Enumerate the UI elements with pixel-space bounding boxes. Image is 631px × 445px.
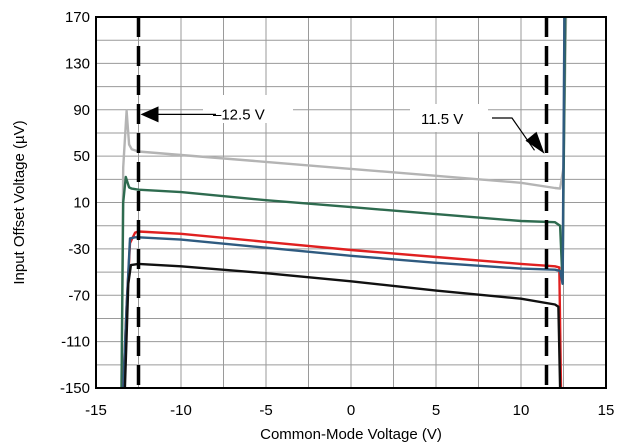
x-tick-label: 5 [432,402,440,419]
annotation-leader-2 [492,117,535,151]
voltage-markers [136,17,549,388]
y-tick-label: -30 [68,241,90,258]
x-tick-label: -5 [259,402,272,419]
annotation-label-2: 11.5 V [421,111,463,128]
series-line-4 [122,17,566,388]
y-tick-label: -110 [61,334,90,351]
x-axis-title: Common-Mode Voltage (V) [260,426,442,443]
annotation-label-1: –12.5 V [213,106,265,123]
y-tick-label: 90 [73,102,90,119]
y-axis-title: Input Offset Voltage (µV) [11,120,28,284]
x-tick-label: 0 [347,402,355,419]
x-tick-label: 15 [598,402,615,419]
x-tick-label: -10 [170,402,192,419]
y-tick-label: 170 [65,9,90,26]
y-tick-label: 50 [73,148,90,165]
y-tick-label: 130 [65,55,90,72]
x-tick-label: 10 [513,402,530,419]
y-tick-label: -70 [68,287,90,304]
series-line-5 [123,262,562,388]
series-line-2 [120,17,567,388]
annotation-box-1 [203,95,293,123]
annotation-box-2 [410,104,488,132]
grid [95,16,607,389]
series-line-1 [120,17,568,388]
series-group [120,17,568,388]
annotation-arrow-2 [525,131,545,154]
annotations: –12.5 V 11.5 V [140,95,545,154]
y-tick-label: -150 [60,380,90,397]
y-tick-label: 10 [73,195,90,212]
annotation-arrow-1 [140,106,159,123]
plot-frame [95,16,607,389]
tick-labels: -15 -10 -5 0 5 10 15 -150 -110 -70 -30 10 50 90 130 170 [60,9,614,419]
x-tick-label: -15 [85,402,107,419]
